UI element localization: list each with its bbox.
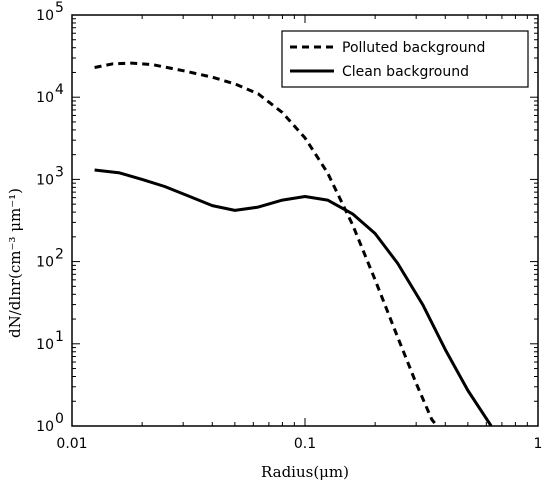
x-tick-label: 0.1 — [294, 436, 316, 452]
y-tick-label: 10 — [36, 8, 54, 24]
legend: Polluted background Clean background — [281, 30, 529, 88]
ticks-layer — [71, 15, 538, 427]
legend-box — [281, 30, 529, 88]
x-axis-title: Radius(μm) — [261, 463, 349, 481]
y-tick-exponent: 1 — [55, 329, 64, 345]
series-layer — [94, 61, 493, 426]
series-line-clean — [94, 168, 493, 426]
y-tick-label: 10 — [36, 337, 54, 353]
x-tick-label: 1 — [534, 436, 543, 452]
y-tick-label: 10 — [36, 255, 54, 271]
y-tick-label: 10 — [36, 172, 54, 188]
y-tick-label: 10 — [36, 90, 54, 106]
x-tick-label: 0.01 — [56, 436, 87, 452]
y-tick-exponent: 3 — [55, 164, 64, 180]
y-tick-label: 10 — [36, 419, 54, 435]
series-line-polluted — [94, 61, 439, 426]
y-tick-exponent: 0 — [55, 411, 64, 427]
y-tick-exponent: 2 — [55, 247, 64, 263]
y-tick-exponent: 4 — [55, 82, 64, 98]
legend-label: Polluted background — [342, 40, 485, 56]
y-axis-title: dN/dlnr(cm⁻³ μm⁻¹) — [6, 188, 24, 338]
legend-label: Clean background — [342, 64, 469, 80]
y-tick-exponent: 5 — [55, 0, 64, 16]
